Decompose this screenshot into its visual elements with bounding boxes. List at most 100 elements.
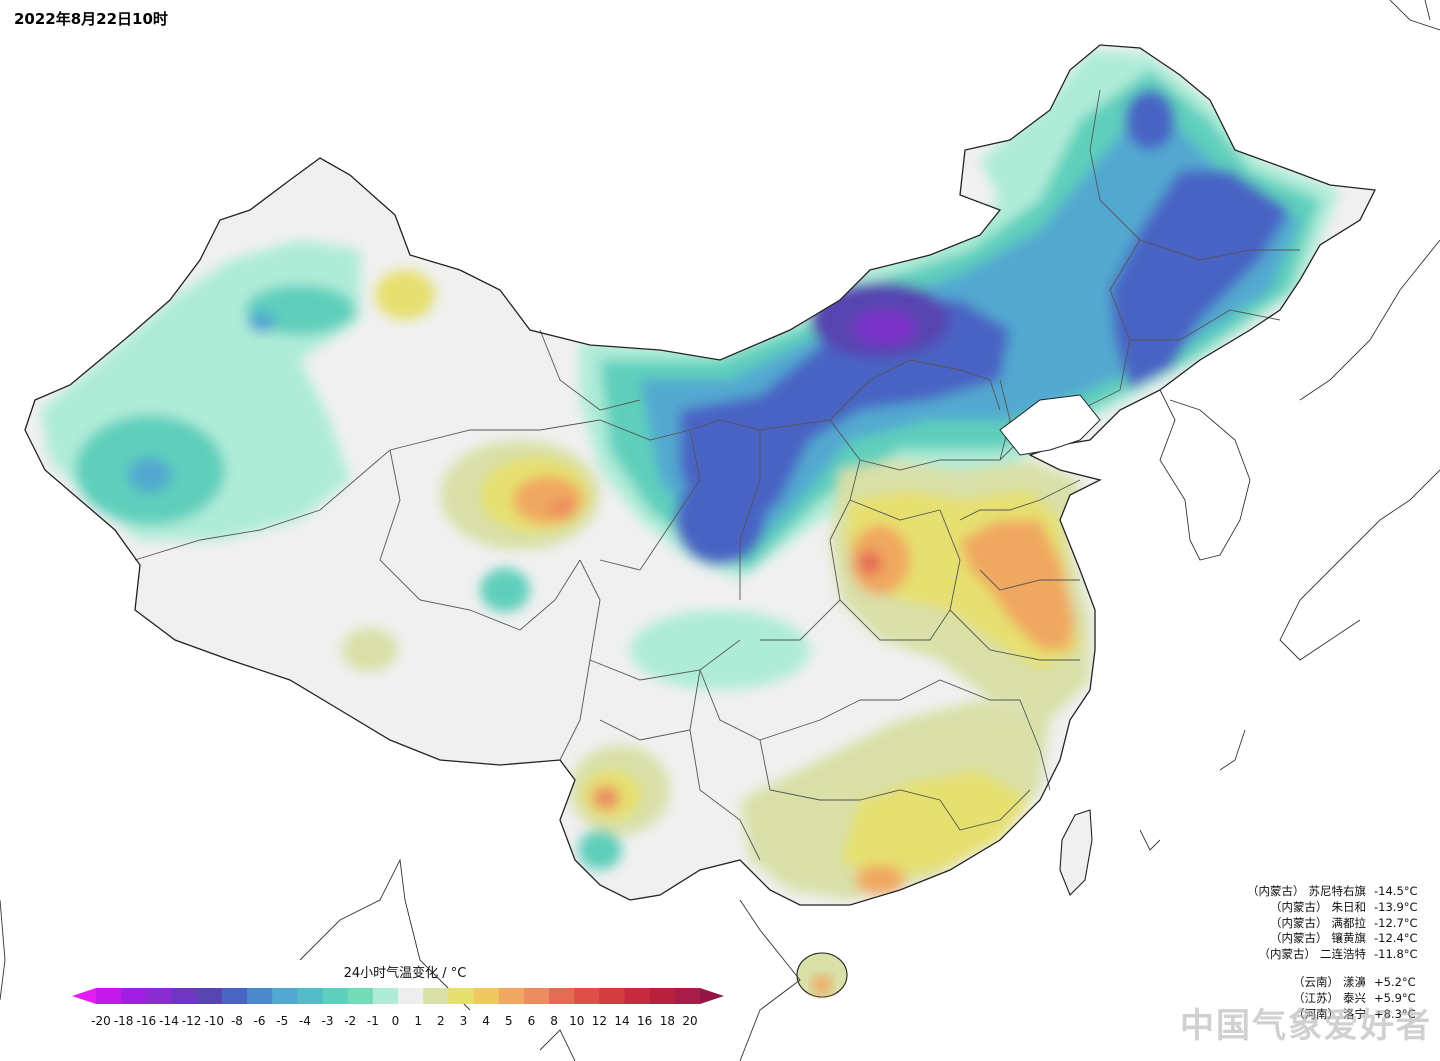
legend-tick-label: -20 (91, 1014, 111, 1028)
legend-tick-label: 1 (414, 1014, 422, 1028)
station-row: （内蒙古） 满都拉 -12.7°C (1226, 916, 1426, 932)
legend-swatch (272, 988, 298, 1004)
legend-swatch (423, 988, 449, 1004)
station-name: 二连浩特 (1320, 947, 1366, 962)
legend-tick-label: -1 (366, 1014, 379, 1028)
northeast-blue-zone (1110, 170, 1290, 390)
legend-tick-label: 0 (391, 1014, 400, 1028)
legend-arrow-max (700, 988, 724, 1004)
legend-title: 24小时气温变化 / °C (343, 966, 467, 981)
map-timestamp: 2022年8月22日10时 (14, 10, 168, 28)
station-row: （江苏） 泰兴 +5.9°C (1226, 991, 1426, 1007)
station-value: +5.9°C (1374, 990, 1416, 1005)
legend-swatch (121, 988, 147, 1004)
station-province: （内蒙古） (1258, 947, 1317, 962)
station-name: 洛宁 (1343, 1006, 1366, 1021)
legend-swatch (523, 988, 550, 1004)
station-value: -14.5°C (1374, 884, 1418, 898)
legend-swatch (624, 988, 651, 1004)
station-name: 苏尼特右旗 (1308, 884, 1367, 898)
station-row: （河南） 洛宁 +8.3°C (1226, 1007, 1426, 1023)
legend-tick-label: 18 (659, 1014, 675, 1028)
legend-tick-label: -12 (181, 1014, 202, 1028)
east-orange-zone (960, 520, 1075, 650)
xinjiang-north-sky (248, 311, 276, 333)
qinghai-red-spot (550, 498, 574, 518)
legend-tick-label: 4 (482, 1014, 490, 1028)
legend-swatch (196, 988, 223, 1004)
station-province: （江苏） (1293, 990, 1339, 1005)
legend-arrow-min (72, 988, 96, 1004)
xinjiang-sky-spot (128, 457, 172, 493)
legend-swatch (146, 988, 172, 1004)
legend-tick-label: 5 (504, 1014, 513, 1028)
color-legend-bar (72, 988, 724, 1004)
tibet-khaki-spot (342, 628, 398, 672)
legend-tick-label: -16 (136, 1014, 157, 1028)
legend-swatch (549, 988, 575, 1004)
taiwan-island (1059, 809, 1093, 896)
xinjiang-yellow-spot (375, 270, 435, 320)
legend-swatch (398, 988, 424, 1004)
station-name: 朱日和 (1331, 899, 1367, 914)
legend-tick-label: -14 (159, 1014, 179, 1028)
legend-swatch (498, 988, 525, 1004)
legend-swatch (221, 988, 248, 1004)
station-value: +8.3°C (1374, 1006, 1416, 1021)
watermark: 中国气象爱好者 (1180, 1006, 1432, 1046)
province-boundaries (134, 89, 1300, 861)
legend-tick-label: 2 (436, 1014, 445, 1028)
loess-blue-zone (675, 475, 765, 565)
legend-swatch (247, 988, 273, 1004)
legend-tick-label: 8 (550, 1014, 558, 1028)
china-outline (24, 44, 1376, 906)
station-province: （云南） (1293, 975, 1339, 989)
legend-tick-label: 6 (527, 1014, 536, 1028)
guangdong-orange-spot (855, 865, 905, 895)
sichuan-mint-zone (630, 610, 810, 690)
legend-swatch (473, 988, 500, 1004)
qinghai-orange-zone (513, 476, 583, 524)
station-province: （内蒙古） (1270, 915, 1328, 930)
legend-tick-label: -4 (298, 1014, 311, 1028)
northeast-blue-spot (1125, 90, 1175, 150)
legend-tick-label: 20 (682, 1014, 698, 1028)
legend-tick-label: -18 (113, 1014, 134, 1028)
hainan-warm-spot (812, 975, 832, 995)
yunnan-sw-mint (578, 830, 622, 870)
station-value: -12.7°C (1374, 915, 1418, 930)
legend-tick-label: 10 (569, 1014, 585, 1028)
legend-swatch (322, 988, 349, 1004)
station-row: （内蒙古） 镶黄旗 -12.4°C (1226, 931, 1426, 947)
station-province: （内蒙古） (1270, 931, 1328, 946)
station-name: 满都拉 (1331, 915, 1367, 930)
legend-tick-label: -6 (253, 1014, 266, 1028)
north-blue-zone (680, 300, 1010, 540)
station-name: 漾濞 (1343, 975, 1366, 989)
legend-swatch (649, 988, 676, 1004)
station-row: （内蒙古） 苏尼特右旗 -14.5°C (1226, 884, 1426, 900)
legend-swatch (347, 988, 374, 1004)
station-value: +5.2°C (1374, 975, 1416, 989)
temperature-field (40, 50, 1340, 900)
station-value: -11.8°C (1374, 947, 1418, 962)
station-province: （内蒙古） (1270, 899, 1328, 914)
legend-swatch (599, 988, 625, 1004)
mongolia-purple-core (853, 310, 917, 346)
coldest-stations-list: （内蒙古） 苏尼特右旗 -14.5°C （内蒙古） 朱日和 -13.9°C （内蒙古） 满都拉… (1226, 884, 1426, 963)
bohai-sea (999, 394, 1101, 456)
legend-tick-label: 12 (591, 1014, 608, 1028)
legend-tick-label: 3 (459, 1014, 468, 1028)
station-row: （内蒙古） 二连浩特 -11.8°C (1226, 947, 1426, 963)
legend-swatch (372, 988, 399, 1004)
legend-tick-label: -2 (344, 1014, 357, 1028)
tibet-mint-spot (480, 568, 530, 612)
station-province: （河南） (1293, 1006, 1339, 1021)
legend-tick-label: -3 (321, 1014, 334, 1028)
legend-tick-label: -10 (204, 1014, 225, 1028)
station-province: （内蒙古） (1247, 884, 1305, 898)
legend-tick-label: -8 (230, 1014, 243, 1028)
legend-swatch (574, 988, 600, 1004)
